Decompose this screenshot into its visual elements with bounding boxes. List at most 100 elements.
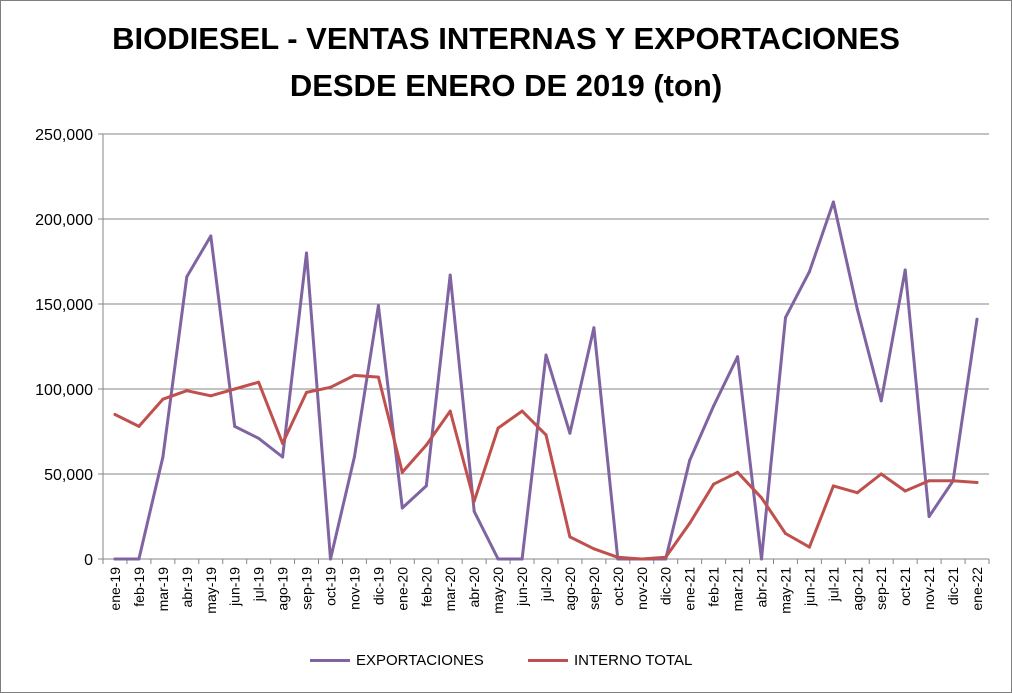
data-point-interno-total bbox=[664, 555, 668, 559]
data-point-exportaciones bbox=[161, 455, 165, 459]
data-point-interno-total bbox=[496, 426, 500, 430]
y-tick-label: 100,000 bbox=[35, 382, 93, 399]
data-point-interno-total bbox=[257, 380, 261, 384]
data-point-interno-total bbox=[640, 557, 644, 561]
data-point-exportaciones bbox=[185, 275, 189, 279]
data-point-exportaciones bbox=[257, 436, 261, 440]
data-point-exportaciones bbox=[448, 273, 452, 277]
x-tick-label: sep-20 bbox=[586, 567, 602, 610]
y-tick-label: 200,000 bbox=[35, 212, 93, 229]
data-point-exportaciones bbox=[329, 557, 332, 561]
data-point-interno-total bbox=[616, 555, 620, 559]
legend-label-exportaciones: EXPORTACIONES bbox=[356, 651, 484, 669]
data-point-exportaciones bbox=[736, 355, 740, 359]
data-point-exportaciones bbox=[113, 557, 117, 561]
series-line-interno-total bbox=[113, 373, 979, 561]
x-tick-label: oct-21 bbox=[897, 567, 913, 606]
data-point-exportaciones bbox=[352, 455, 356, 459]
data-point-interno-total bbox=[352, 373, 356, 377]
legend: EXPORTACIONES INTERNO TOTAL bbox=[0, 648, 1012, 672]
x-tick-label: ene-19 bbox=[107, 567, 123, 611]
data-point-interno-total bbox=[376, 375, 380, 379]
data-point-exportaciones bbox=[376, 304, 380, 308]
data-point-interno-total bbox=[544, 433, 548, 437]
data-point-interno-total bbox=[879, 472, 883, 476]
data-point-interno-total bbox=[185, 389, 189, 393]
data-point-interno-total bbox=[760, 496, 763, 500]
x-tick-label: ago-21 bbox=[849, 567, 865, 611]
x-tick-label: abr-19 bbox=[179, 567, 195, 608]
x-tick-label: ene-21 bbox=[682, 567, 698, 611]
x-tick-label: ago-19 bbox=[275, 567, 291, 611]
x-tick-label: ago-20 bbox=[562, 567, 578, 611]
data-point-exportaciones bbox=[281, 455, 285, 459]
data-point-exportaciones bbox=[209, 234, 213, 238]
legend-label-interno-total: INTERNO TOTAL bbox=[574, 651, 693, 669]
data-point-exportaciones bbox=[807, 270, 811, 274]
x-tick-label: jun-19 bbox=[227, 567, 243, 607]
y-tick-label: 50,000 bbox=[44, 467, 93, 484]
y-tick-label: 250,000 bbox=[35, 127, 93, 144]
x-tick-label: abr-21 bbox=[754, 567, 770, 608]
chart-title-line-1: BIODIESEL - VENTAS INTERNAS Y EXPORTACIO… bbox=[112, 21, 900, 56]
data-point-exportaciones bbox=[137, 557, 141, 561]
data-point-interno-total bbox=[855, 491, 859, 495]
data-point-interno-total bbox=[784, 532, 787, 535]
data-point-interno-total bbox=[424, 443, 428, 447]
x-tick-label: feb-19 bbox=[131, 567, 147, 607]
data-point-exportaciones bbox=[424, 484, 428, 488]
data-point-interno-total bbox=[137, 424, 141, 428]
x-tick-label: mar-21 bbox=[730, 567, 746, 612]
x-tick-label: sep-19 bbox=[299, 567, 315, 610]
data-point-interno-total bbox=[209, 394, 213, 398]
legend-swatch-interno-total bbox=[528, 658, 568, 662]
data-point-interno-total bbox=[592, 547, 596, 551]
y-tick-label: 150,000 bbox=[35, 297, 93, 314]
data-point-interno-total bbox=[400, 470, 404, 474]
x-tick-label: sep-21 bbox=[873, 567, 889, 610]
data-point-exportaciones bbox=[496, 557, 500, 561]
data-point-interno-total bbox=[161, 397, 165, 401]
data-point-interno-total bbox=[281, 441, 285, 445]
x-tick-label: jul-20 bbox=[538, 567, 554, 602]
data-point-interno-total bbox=[807, 545, 811, 549]
data-point-interno-total bbox=[736, 470, 740, 474]
data-point-exportaciones bbox=[472, 509, 476, 513]
x-tick-label: nov-19 bbox=[346, 567, 362, 610]
x-tick-label: may-19 bbox=[203, 567, 219, 614]
x-tick-label: jul-21 bbox=[825, 567, 841, 602]
data-point-exportaciones bbox=[544, 353, 548, 357]
data-point-interno-total bbox=[472, 499, 476, 503]
data-point-interno-total bbox=[305, 390, 308, 394]
x-tick-label: nov-21 bbox=[921, 567, 937, 610]
x-tick-label: oct-19 bbox=[322, 567, 338, 606]
data-point-interno-total bbox=[831, 484, 835, 488]
legend-item-interno-total: INTERNO TOTAL bbox=[528, 648, 692, 672]
x-tick-label: dic-20 bbox=[658, 567, 674, 605]
data-point-interno-total bbox=[927, 479, 931, 483]
legend-item-exportaciones: EXPORTACIONES bbox=[310, 648, 484, 672]
data-point-exportaciones bbox=[760, 557, 763, 561]
x-tick-label: jul-19 bbox=[251, 567, 267, 602]
data-point-exportaciones bbox=[831, 200, 835, 204]
x-tick-label: nov-20 bbox=[634, 567, 650, 610]
data-point-interno-total bbox=[233, 387, 237, 391]
data-point-interno-total bbox=[951, 479, 955, 483]
data-point-exportaciones bbox=[592, 326, 596, 330]
x-tick-label: feb-21 bbox=[706, 567, 722, 607]
x-tick-label: oct-20 bbox=[610, 567, 626, 606]
legend-swatch-exportaciones bbox=[310, 658, 350, 662]
data-point-exportaciones bbox=[975, 317, 979, 321]
series-line-exportaciones bbox=[113, 200, 979, 561]
data-point-interno-total bbox=[903, 489, 907, 493]
data-point-exportaciones bbox=[784, 316, 787, 320]
x-tick-label: dic-19 bbox=[370, 567, 386, 605]
y-tick-label: 0 bbox=[84, 552, 93, 569]
data-point-exportaciones bbox=[688, 458, 692, 462]
x-tick-label: ene-22 bbox=[969, 567, 985, 611]
data-point-exportaciones bbox=[520, 557, 524, 561]
x-tick-label: may-20 bbox=[490, 567, 506, 614]
x-tick-label: abr-20 bbox=[466, 567, 482, 608]
